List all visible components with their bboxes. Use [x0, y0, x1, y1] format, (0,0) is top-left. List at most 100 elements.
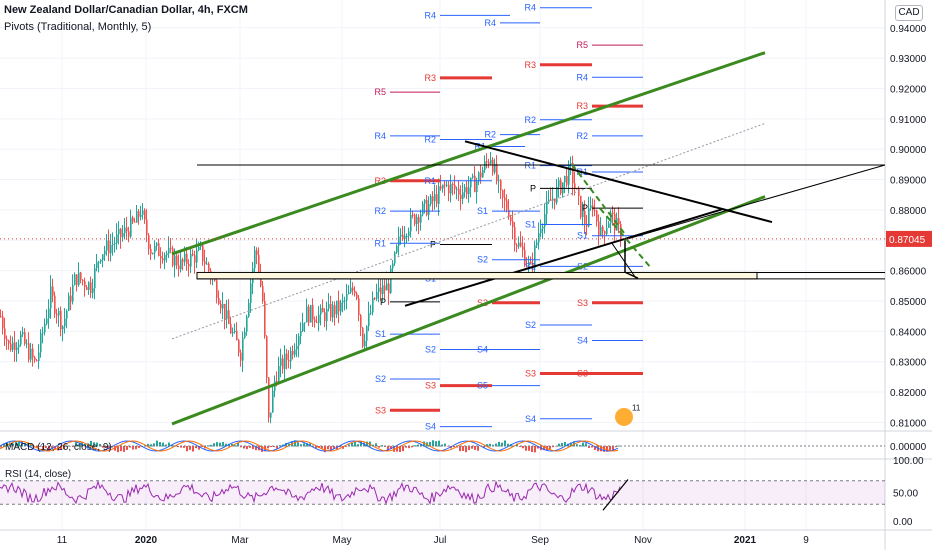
candle-body — [118, 228, 120, 235]
pivot-label-r5: R5 — [374, 87, 386, 97]
macd-histogram-bar — [405, 446, 407, 448]
candle-body — [438, 186, 440, 204]
candle-body — [138, 211, 140, 217]
candle-body — [20, 334, 22, 345]
pivot-label-s4: S4 — [477, 345, 488, 355]
macd-histogram-bar — [327, 446, 329, 450]
pivot-label-s3: S3 — [577, 298, 588, 308]
candle-body — [588, 208, 590, 227]
candle-body — [316, 321, 318, 323]
candle-body — [404, 236, 406, 240]
candle-body — [100, 260, 102, 262]
macd-histogram-bar — [324, 446, 326, 453]
pivot-label-s3: S3 — [577, 369, 588, 379]
pivots-indicator-label[interactable]: Pivots (Traditional, Monthly, 5) — [4, 21, 152, 33]
candle-body — [418, 217, 420, 223]
candle-body — [286, 353, 288, 360]
macd-histogram-bar — [534, 446, 536, 453]
candle-body — [524, 250, 526, 266]
price-tick-label: 0.94000 — [890, 24, 927, 35]
candle-body — [456, 188, 458, 190]
candle-body — [528, 261, 530, 266]
macd-histogram-bar — [180, 446, 182, 448]
macd-histogram-bar — [135, 446, 137, 450]
candle-body — [226, 310, 228, 320]
macd-histogram-bar — [465, 446, 467, 453]
candle-body — [402, 234, 404, 240]
candle-body — [482, 170, 484, 178]
candle-body — [516, 244, 518, 247]
price-tick-label: 0.83000 — [890, 358, 927, 369]
candle-body — [238, 340, 240, 353]
candle-body — [428, 204, 430, 215]
candle-body — [398, 236, 400, 246]
candle-body — [172, 248, 174, 266]
macd-histogram-bar — [234, 445, 236, 447]
candle-body — [324, 312, 326, 322]
time-tick-label: Mar — [231, 535, 249, 546]
candle-body — [298, 336, 300, 346]
candle-body — [468, 187, 470, 195]
candle-body — [140, 214, 142, 217]
time-tick-label: Jul — [434, 535, 447, 546]
macd-histogram-bar — [48, 446, 50, 452]
candle-body — [486, 161, 488, 163]
macd-histogram-bar — [228, 443, 230, 447]
candle-body — [452, 183, 454, 185]
candle-body — [594, 210, 596, 212]
macd-histogram-bar — [195, 446, 197, 449]
pivot-label-p: P — [530, 183, 536, 193]
candle-body — [54, 295, 56, 314]
macd-histogram-bar — [525, 446, 527, 451]
currency-badge[interactable]: CAD — [895, 5, 923, 21]
candle-body — [564, 175, 566, 183]
candle-body — [366, 326, 368, 341]
macd-histogram-bar — [225, 443, 227, 447]
price-axis[interactable]: 0.94000 0.93000 0.92000 0.91000 0.90000 0.890… — [886, 24, 932, 430]
macd-histogram-bar — [120, 446, 122, 452]
candle-body — [202, 245, 204, 262]
candle-body — [132, 217, 134, 222]
candle-body — [346, 293, 348, 301]
macd-histogram-bar — [507, 443, 509, 447]
macd-histogram-bar — [189, 446, 191, 450]
macd-histogram-bar — [132, 446, 134, 450]
macd-histogram-bar — [591, 446, 593, 448]
macd-histogram-bar — [390, 446, 392, 450]
candle-body — [538, 233, 540, 243]
macd-histogram-bar — [321, 446, 323, 449]
macd-histogram-bar — [594, 446, 596, 450]
candle-body — [256, 250, 258, 255]
candle-body — [28, 343, 30, 360]
pivot-label-s4: S4 — [577, 335, 588, 345]
candle-body — [544, 213, 546, 227]
macd-histogram-bar — [528, 446, 530, 451]
candle-body — [112, 244, 114, 246]
macd-histogram-bar — [45, 446, 47, 449]
macd-histogram-bar — [102, 446, 104, 448]
macd-histogram-bar — [570, 442, 572, 447]
time-axis[interactable]: 11 2020 Mar May Jul Sep Nov 2021 9 — [57, 535, 809, 546]
macd-histogram-bar — [366, 441, 368, 447]
macd-histogram-bar — [75, 442, 77, 447]
candle-body — [228, 310, 230, 324]
candle-body — [18, 344, 20, 348]
candle-body — [474, 175, 476, 193]
candle-body — [358, 298, 360, 316]
candle-body — [240, 352, 242, 361]
candle-body — [224, 303, 226, 320]
candle-body — [52, 286, 54, 296]
candle-body — [234, 330, 236, 332]
candle-body — [76, 274, 78, 285]
candle-body — [120, 228, 122, 237]
macd-histogram-bar — [60, 446, 62, 450]
macd-histogram-bar — [558, 443, 560, 447]
macd-histogram-bar — [105, 446, 107, 448]
trendline — [404, 208, 723, 307]
grid — [0, 0, 885, 530]
pivot-label-s2: S2 — [375, 374, 386, 384]
candle-body — [74, 274, 76, 285]
trendline — [464, 140, 773, 224]
